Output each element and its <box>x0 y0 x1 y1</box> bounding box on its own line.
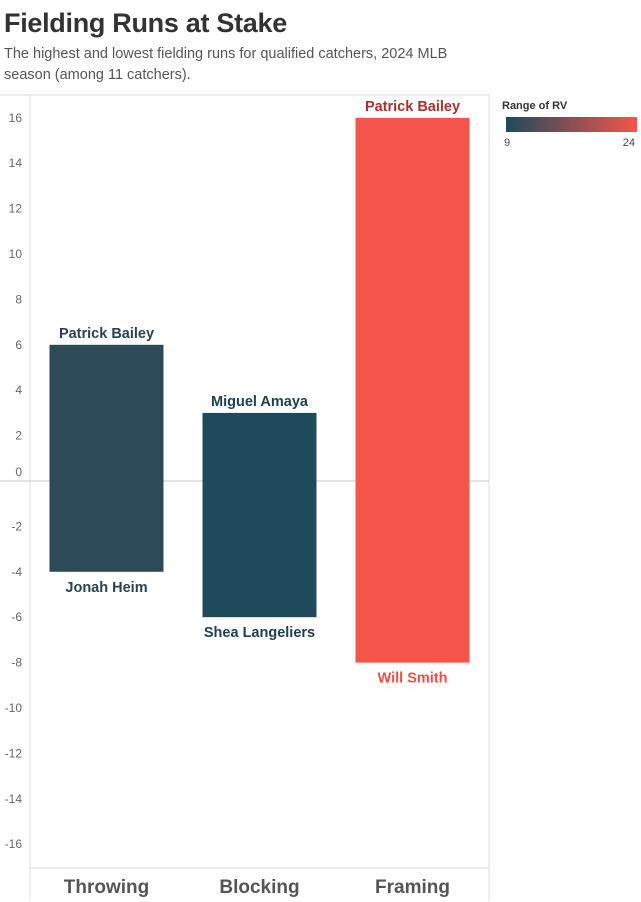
y-tick-label: -2 <box>11 519 22 533</box>
y-tick-label: 14 <box>9 156 23 170</box>
bar-high-label: Patrick Bailey <box>59 326 154 342</box>
y-tick-label: -8 <box>11 656 22 670</box>
chart-subtitle: The highest and lowest fielding runs for… <box>4 46 448 83</box>
y-tick-label: 16 <box>9 111 23 125</box>
bar-framing <box>355 117 470 663</box>
x-category-label: Throwing <box>64 877 149 898</box>
y-tick-label: -4 <box>11 565 22 579</box>
bar-low-label: Shea Langeliers <box>204 625 315 641</box>
x-category-label: Blocking <box>219 877 299 898</box>
y-tick-label: 12 <box>9 202 23 216</box>
y-tick-label: -6 <box>11 610 22 624</box>
y-tick-label: 2 <box>15 429 22 443</box>
y-tick-label: -14 <box>5 792 23 806</box>
legend-title: Range of RV <box>502 100 568 112</box>
y-tick-label: 10 <box>9 247 23 261</box>
y-tick-label: -16 <box>5 837 23 851</box>
y-tick-label: 8 <box>15 292 22 306</box>
bar-low-label: Jonah Heim <box>65 580 147 596</box>
legend-min-label: 9 <box>504 137 511 149</box>
y-tick-label: 4 <box>15 383 22 397</box>
bar-low-label: Will Smith <box>378 671 448 687</box>
bar-blocking <box>202 412 317 618</box>
bar-high-label: Miguel Amaya <box>211 394 309 410</box>
legend-max-label: 24 <box>622 137 635 149</box>
y-tick-label: 6 <box>15 338 22 352</box>
bar-high-label: Patrick Bailey <box>365 99 460 115</box>
chart-title: Fielding Runs at Stake <box>4 8 287 38</box>
y-tick-label: -10 <box>5 701 23 715</box>
bar-throwing <box>49 344 164 572</box>
y-tick-label: -12 <box>5 746 23 760</box>
x-category-label: Framing <box>375 877 450 898</box>
y-tick-label: 0 <box>15 465 22 479</box>
legend-color-ramp <box>506 117 637 132</box>
